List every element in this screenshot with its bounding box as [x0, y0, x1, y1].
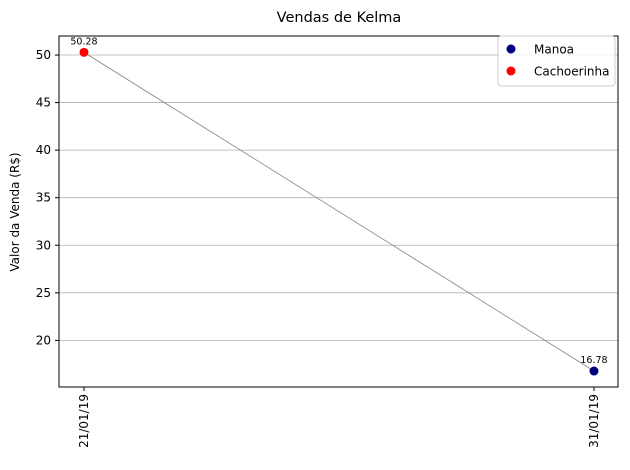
- data-label: 16.78: [580, 355, 607, 366]
- legend-label: Cachoerinha: [534, 65, 610, 79]
- x-tick-label: 21/01/19: [77, 394, 91, 448]
- x-tick-label: 31/01/19: [587, 394, 601, 448]
- data-label: 50.28: [70, 36, 97, 47]
- legend-box: [497, 35, 616, 87]
- y-tick-label: 45: [36, 96, 51, 110]
- x-axis-ticks: 21/01/19 31/01/19: [77, 387, 601, 448]
- legend-marker: [506, 66, 516, 76]
- legend-label: Manoa: [534, 43, 574, 57]
- grid-lines: [59, 54, 618, 341]
- data-points: [79, 47, 599, 376]
- legend-marker: [506, 44, 516, 54]
- y-tick-label: 20: [36, 333, 51, 347]
- y-tick-label: 40: [36, 143, 51, 157]
- y-axis-label: Valor da Venda (R$): [8, 152, 22, 271]
- legend-entries: Manoa Cachoerinha: [506, 43, 610, 79]
- y-tick-label: 50: [36, 48, 51, 62]
- connector-line-group: [83, 52, 595, 372]
- y-tick-label: 35: [36, 191, 51, 205]
- data-point: [79, 47, 89, 57]
- y-tick-label: 25: [36, 286, 51, 300]
- legend: Manoa Cachoerinha: [497, 35, 616, 87]
- data-point: [589, 366, 599, 376]
- chart-title: Vendas de Kelma: [277, 10, 402, 26]
- y-tick-label: 30: [36, 238, 51, 252]
- connector-line: [83, 52, 595, 372]
- data-labels: 16.78 50.28: [70, 36, 607, 366]
- y-axis-ticks: 20 25 30 35 40 45 50: [36, 48, 59, 347]
- plot-frame: [58, 35, 619, 388]
